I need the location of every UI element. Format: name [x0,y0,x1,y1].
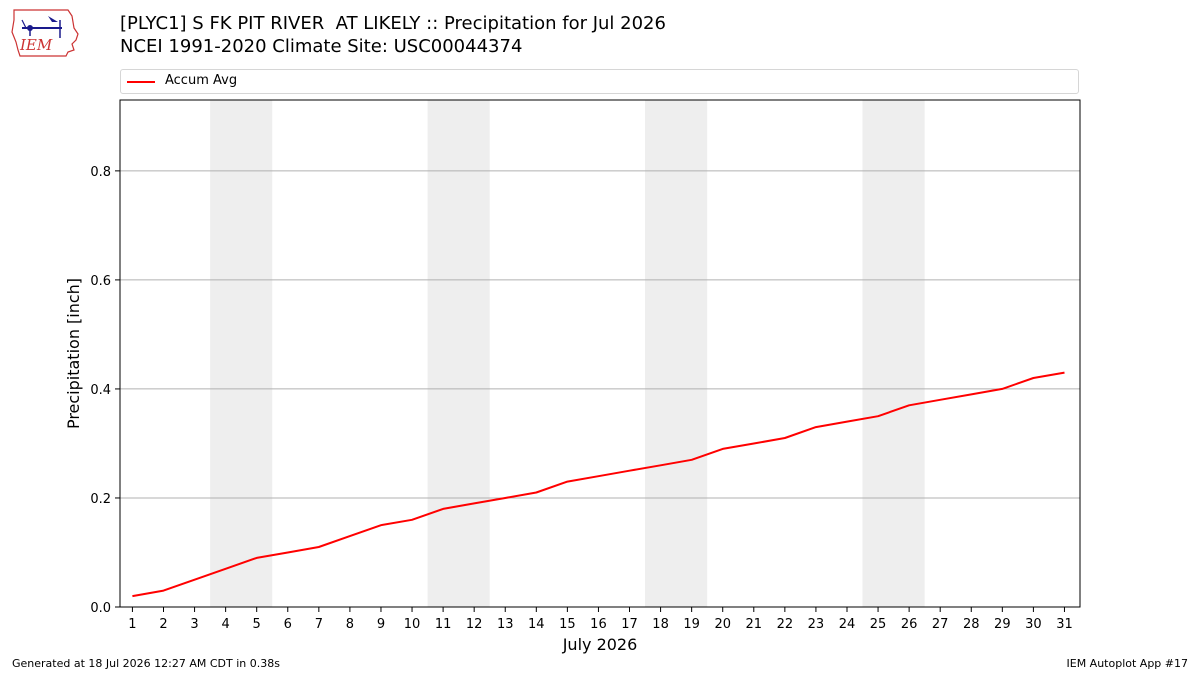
x-tick-label-22: 22 [777,617,794,632]
x-axis-label: July 2026 [562,635,638,654]
x-tick-label-1: 1 [128,617,136,632]
generated-timestamp: Generated at 18 Jul 2026 12:27 AM CDT in… [12,657,280,670]
x-tick-label-25: 25 [870,617,887,632]
x-tick-label-17: 17 [621,617,638,632]
x-tick-label-13: 13 [497,617,514,632]
x-tick-label-20: 20 [714,617,731,632]
x-tick-label-7: 7 [315,617,323,632]
chart-title: [PLYC1] S FK PIT RIVER AT LIKELY :: Prec… [120,12,666,58]
series-line-accum-avg [132,371,1065,598]
x-tick-label-4: 4 [221,617,229,632]
x-tick-label-2: 2 [159,617,167,632]
x-tick-label-30: 30 [1025,617,1042,632]
app-id: IEM Autoplot App #17 [1066,657,1189,670]
x-tick-label-8: 8 [346,617,354,632]
x-tick-label-14: 14 [528,617,545,632]
plot-frame [119,99,1081,608]
title-line-2: NCEI 1991-2020 Climate Site: USC00044374 [120,36,523,57]
y-tick-label-4: 0.8 [90,165,111,180]
y-tick-label-1: 0.2 [90,492,111,507]
y-tick-label-3: 0.6 [90,274,111,289]
x-tick-label-9: 9 [377,617,385,632]
x-tick-label-10: 10 [404,617,421,632]
x-tick-label-3: 3 [190,617,198,632]
weekend-band-3 [645,100,708,607]
logo-text: IEM [19,36,53,54]
legend: Accum Avg [120,69,1079,94]
x-tick-label-15: 15 [559,617,576,632]
x-tick-label-31: 31 [1056,617,1073,632]
legend-swatch-accum-avg [127,81,155,83]
y-tick-label-0: 0.0 [90,601,111,616]
weekend-band-4 [862,100,925,607]
x-tick-label-23: 23 [808,617,825,632]
y-tick-label-2: 0.4 [90,383,111,398]
x-tick-label-12: 12 [466,617,483,632]
x-tick-label-5: 5 [253,617,261,632]
weekend-band-2 [427,100,490,607]
x-tick-label-16: 16 [590,617,607,632]
x-tick-label-29: 29 [994,617,1011,632]
x-tick-label-11: 11 [435,617,452,632]
x-tick-label-28: 28 [963,617,980,632]
legend-label-accum-avg: Accum Avg [165,73,238,88]
x-tick-label-6: 6 [284,617,292,632]
y-axis-label: Precipitation [inch] [64,278,83,429]
iem-logo: IEM [11,9,79,57]
weekend-band-1 [210,100,273,607]
x-tick-label-24: 24 [839,617,856,632]
x-tick-label-27: 27 [932,617,949,632]
title-line-1: [PLYC1] S FK PIT RIVER AT LIKELY :: Prec… [120,13,666,34]
x-tick-label-19: 19 [683,617,700,632]
x-tick-label-26: 26 [901,617,918,632]
x-tick-label-21: 21 [746,617,763,632]
x-tick-label-18: 18 [652,617,669,632]
